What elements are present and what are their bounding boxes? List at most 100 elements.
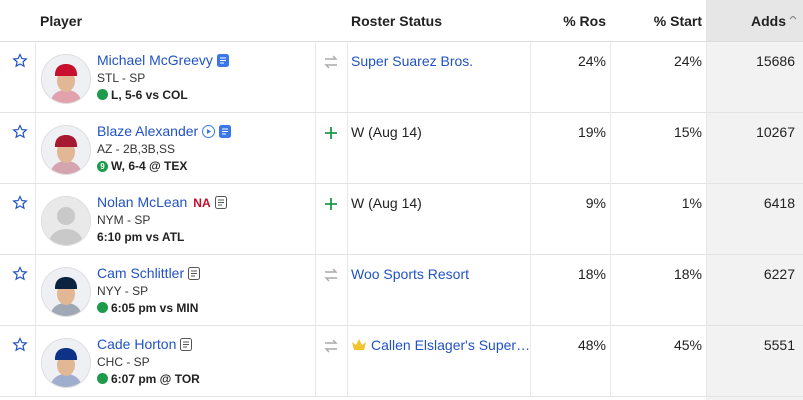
pct-ros: 9% — [585, 195, 606, 211]
header-divider — [0, 41, 803, 42]
watch-star[interactable] — [12, 266, 28, 287]
pct-start: 24% — [673, 53, 702, 69]
adds: 10267 — [756, 124, 795, 140]
header-start[interactable]: % Start — [653, 13, 702, 29]
player-row: Michael McGreevy STL - SP L, 5-6 vs COL Sup… — [0, 42, 803, 113]
column-divider — [610, 326, 611, 397]
add-button[interactable] — [323, 196, 339, 217]
watch-star[interactable] — [12, 337, 28, 358]
adds: 15686 — [756, 53, 795, 69]
watch-star[interactable] — [12, 195, 28, 216]
header-status[interactable]: Roster Status — [351, 13, 443, 29]
player-name[interactable]: Blaze Alexander — [97, 123, 199, 139]
column-divider — [35, 184, 36, 255]
game-text: 6:10 pm vs ATL — [97, 230, 185, 244]
column-divider — [706, 326, 707, 397]
player-name-cell: Michael McGreevy — [97, 52, 229, 70]
player-name[interactable]: Michael McGreevy — [97, 52, 213, 68]
note-icon[interactable] — [184, 265, 201, 281]
game-text: 6:05 pm vs MIN — [111, 301, 199, 315]
column-divider — [347, 326, 348, 397]
player-row: Cam Schlittler NYY - SP 6:05 pm vs MIN Woo … — [0, 255, 803, 326]
column-divider — [530, 113, 531, 184]
adds: 6227 — [763, 266, 795, 282]
column-divider — [315, 326, 316, 397]
watch-star[interactable] — [12, 53, 28, 74]
note-icon[interactable] — [211, 194, 227, 210]
trade-button[interactable] — [323, 54, 339, 75]
avatar — [41, 267, 91, 317]
game-line: 9 W, 6-4 @ TEX — [97, 159, 187, 173]
header-player[interactable]: Player — [40, 13, 83, 29]
column-divider — [315, 255, 316, 326]
player-name-cell: Cade Horton — [97, 336, 193, 354]
game-text: W, 6-4 @ TEX — [111, 159, 188, 173]
watch-star[interactable] — [12, 124, 28, 145]
player-row: Blaze Alexander AZ - 2B,3B,SS 9 W, 6-4 @ TE… — [0, 113, 803, 184]
column-divider — [610, 255, 611, 326]
column-divider — [347, 255, 348, 326]
game-line: L, 5-6 vs COL — [97, 88, 188, 102]
note-icon[interactable] — [213, 52, 229, 68]
pct-ros: 48% — [577, 337, 606, 353]
roster-status[interactable]: Super Suarez Bros. — [351, 53, 474, 69]
header-ros[interactable]: % Ros — [563, 13, 606, 29]
team-position: CHC - SP — [97, 355, 150, 369]
column-divider — [35, 255, 36, 326]
column-divider — [315, 42, 316, 113]
header-adds[interactable]: Adds — [751, 13, 786, 29]
game-text: 6:07 pm @ TOR — [111, 372, 200, 386]
roster-status-cell: W (Aug 14) — [351, 195, 422, 211]
roster-status-cell: Super Suarez Bros. — [351, 53, 473, 69]
check-icon — [97, 302, 108, 313]
check-icon — [97, 373, 108, 384]
add-button[interactable] — [323, 125, 339, 146]
note-icon[interactable] — [198, 123, 232, 139]
player-name[interactable]: Nolan McLean — [97, 194, 188, 210]
avatar — [41, 196, 91, 246]
trade-button[interactable] — [323, 338, 339, 359]
player-row: Cade Horton CHC - SP 6:07 pm @ TOR Callen E… — [0, 326, 803, 397]
badge: 9 — [97, 161, 108, 172]
game-line: 6:05 pm vs MIN — [97, 301, 198, 315]
crown-icon — [351, 338, 367, 355]
team-position: NYM - SP — [97, 213, 151, 227]
note-icon[interactable] — [176, 336, 193, 352]
column-divider — [35, 42, 36, 113]
check-icon — [97, 89, 108, 100]
trade-button[interactable] — [323, 267, 339, 288]
roster-status: W (Aug 14) — [351, 124, 422, 140]
column-divider — [530, 184, 531, 255]
column-divider — [706, 255, 707, 326]
roster-status[interactable]: Woo Sports Resort — [351, 266, 470, 282]
game-text: L, 5-6 vs COL — [111, 88, 188, 102]
column-divider — [35, 326, 36, 397]
column-divider — [35, 113, 36, 184]
sort-caret — [789, 16, 797, 20]
player-name-cell: Cam Schlittler — [97, 265, 201, 283]
sorted-header — [706, 0, 803, 42]
adds: 6418 — [763, 195, 795, 211]
roster-status-cell: W (Aug 14) — [351, 124, 422, 140]
avatar — [41, 125, 91, 175]
sorted-column — [706, 0, 803, 400]
pct-ros: 18% — [577, 266, 606, 282]
avatar — [41, 54, 91, 104]
team-position: NYY - SP — [97, 284, 149, 298]
player-name[interactable]: Cade Horton — [97, 336, 177, 352]
column-divider — [706, 113, 707, 184]
team-position: STL - SP — [97, 71, 146, 85]
pct-start: 18% — [673, 266, 702, 282]
pct-ros: 19% — [577, 124, 606, 140]
column-divider — [315, 184, 316, 255]
column-divider — [530, 326, 531, 397]
roster-status[interactable]: Callen Elslager's Super… — [371, 337, 531, 353]
pct-start: 45% — [673, 337, 702, 353]
game-line: 6:10 pm vs ATL — [97, 230, 184, 244]
player-name[interactable]: Cam Schlittler — [97, 265, 185, 281]
roster-status: W (Aug 14) — [351, 195, 422, 211]
column-divider — [706, 42, 707, 113]
avatar — [41, 338, 91, 388]
column-divider — [315, 113, 316, 184]
column-divider — [610, 42, 611, 113]
